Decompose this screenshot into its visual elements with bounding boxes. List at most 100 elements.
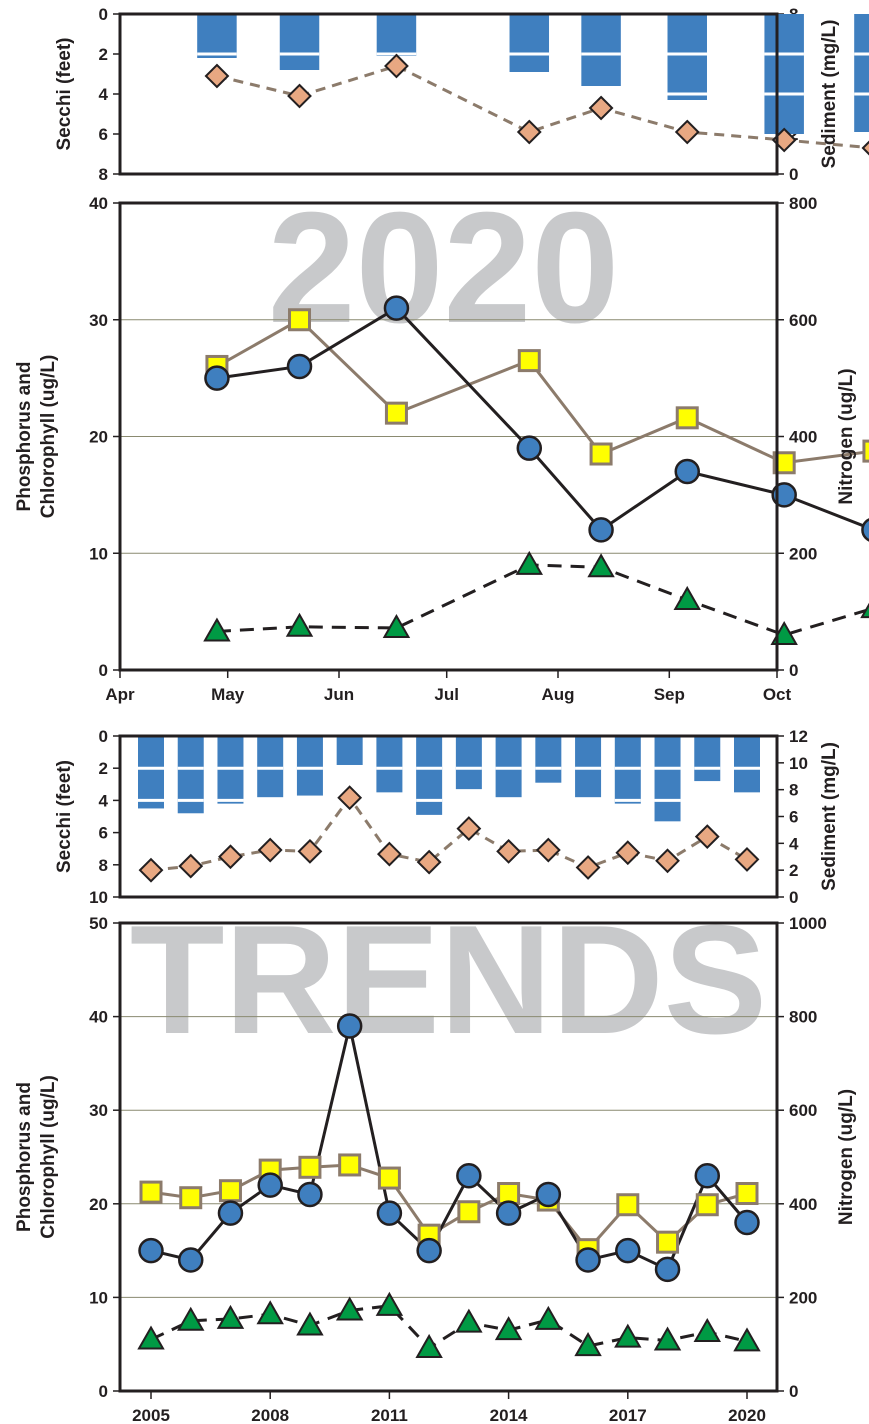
nitrogen-marker: [218, 1179, 242, 1203]
y-left-tick-label: 6: [99, 824, 108, 843]
phosphorus-marker: [336, 1013, 363, 1039]
secchi-bar: [455, 736, 482, 790]
secchi-bar: [336, 736, 363, 765]
phosphorus-line: [216, 306, 869, 532]
y-right-tick-label: 2: [789, 861, 798, 880]
chlorophyll-marker: [733, 1327, 761, 1352]
secchi-bar: [667, 14, 707, 100]
chlorophyll-line: [216, 563, 869, 637]
phosphorus-marker: [588, 517, 614, 543]
y-right-tick-label: 0: [789, 888, 798, 907]
chlorophyll-marker: [494, 1316, 523, 1341]
secchi-bar: [138, 736, 164, 809]
sediment-marker: [337, 785, 363, 811]
phosphorus-marker: [257, 1172, 283, 1198]
secchi-bar: [694, 736, 721, 782]
y-right-tick-label: 12: [789, 727, 808, 746]
nitrogen-marker: [457, 1200, 481, 1224]
y-right-tick-label: 0: [789, 165, 798, 184]
x-tick-label: 2011: [371, 1406, 408, 1424]
y-right-tick-label: 0: [789, 1382, 798, 1401]
chlorophyll-marker: [455, 1308, 483, 1333]
phosphorus-marker: [376, 1200, 403, 1226]
chlorophyll-marker: [415, 1333, 443, 1358]
y-left-tick-label: 0: [99, 1382, 108, 1401]
sediment-line: [150, 795, 748, 872]
chlorophyll-marker: [653, 1326, 682, 1351]
secchi-bar: [581, 14, 621, 86]
y-right-axis-label: Sediment (mg/L): [819, 20, 840, 169]
nitrogen-marker: [695, 1193, 719, 1217]
phosphorus-marker: [575, 1247, 601, 1273]
y-left-tick-label: 0: [99, 727, 108, 746]
chlorophyll-marker: [614, 1323, 642, 1348]
nitrogen-marker: [298, 1155, 322, 1179]
chlorophyll-line: [150, 1304, 748, 1350]
sediment-line: [216, 64, 869, 150]
y-right-tick-label: 6: [789, 808, 798, 827]
chlorophyll-marker: [860, 602, 869, 619]
chlorophyll-marker: [335, 1296, 364, 1321]
y-left-tick-label: 8: [99, 856, 108, 875]
watermark: 2020: [268, 180, 620, 356]
y-left-axis-label: Secchi (feet): [54, 38, 75, 151]
x-tick-label: Jul: [434, 685, 459, 704]
secchi-bar: [376, 736, 403, 793]
y-left-tick-label: 2: [99, 759, 108, 778]
phosphorus-marker: [416, 1237, 442, 1264]
nitrogen-marker: [139, 1180, 163, 1204]
sediment-marker: [204, 63, 230, 89]
plot-frame: [118, 12, 779, 176]
chlorophyll-marker: [515, 550, 544, 575]
y-right-axis-label: Nitrogen (ug/L): [836, 368, 857, 504]
sediment-marker: [376, 841, 402, 867]
sediment-marker: [575, 855, 601, 880]
sediment-marker: [861, 140, 869, 156]
phosphorus-marker: [694, 1162, 721, 1189]
secchi-bar: [654, 736, 681, 822]
secchi-bar: [535, 736, 562, 783]
secchi-bar: [296, 736, 323, 796]
sediment-marker: [516, 119, 542, 145]
secchi-bar: [197, 14, 237, 58]
nitrogen-marker: [517, 349, 541, 373]
nitrogen-marker: [735, 1182, 759, 1206]
sediment-marker: [416, 849, 442, 875]
secchi-bar: [416, 736, 443, 815]
sediment-marker: [588, 95, 614, 121]
y-left-axis-label-line1: Phosphorus and: [14, 362, 35, 512]
y-right-tick-label: 4: [789, 834, 799, 853]
chlorophyll-marker: [673, 585, 701, 610]
phosphorus-marker: [204, 365, 230, 391]
secchi-bar: [575, 736, 602, 798]
sediment-marker: [674, 119, 700, 145]
sediment-marker: [734, 847, 760, 872]
sediment-marker: [655, 848, 680, 874]
x-tick-label: Sep: [654, 685, 685, 704]
nitrogen-marker: [288, 308, 312, 332]
chlorophyll-marker: [216, 1304, 245, 1329]
chlorophyll-marker: [693, 1318, 721, 1343]
chlorophyll-marker: [137, 1325, 165, 1350]
chart-nutrients_trends: TRENDS 0 10 20 30 40 50 0 200 400 600 800 1000 2005 20…: [14, 893, 857, 1424]
y-right-tick-label: 800: [789, 1008, 817, 1027]
x-tick-label: 2005: [132, 1406, 170, 1424]
y-left-tick-label: 4: [99, 791, 109, 810]
y-left-tick-label: 20: [89, 1195, 108, 1214]
x-tick-label: May: [211, 685, 245, 704]
phosphorus-marker: [138, 1237, 164, 1264]
y-left-tick-label: 40: [89, 1008, 108, 1027]
secchi-bar: [495, 736, 522, 798]
sediment-marker: [297, 838, 323, 864]
x-tick-label: 2017: [609, 1406, 647, 1424]
phosphorus-marker: [495, 1200, 522, 1226]
sediment-marker: [456, 816, 482, 841]
nitrogen-marker: [338, 1153, 362, 1177]
x-tick-label: Jun: [324, 685, 354, 704]
nitrogen-marker: [862, 439, 869, 463]
y-left-tick-label: 10: [89, 544, 108, 563]
sediment-marker: [178, 853, 204, 879]
y-left-tick-label: 30: [89, 1101, 108, 1120]
